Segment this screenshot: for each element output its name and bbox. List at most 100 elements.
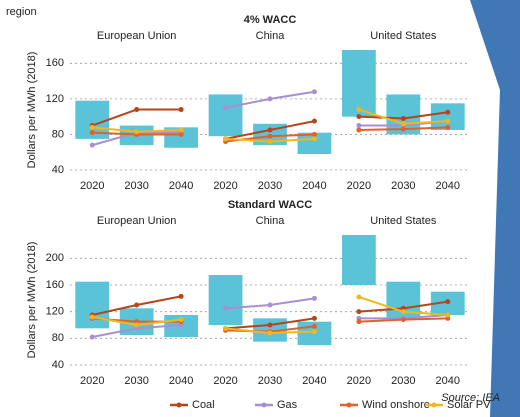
x-tick-label: 2040 (436, 375, 460, 387)
series-point (356, 114, 362, 120)
series-point (89, 314, 95, 320)
series-point (311, 89, 317, 95)
x-tick-label: 2020 (80, 180, 104, 192)
range-box (75, 281, 110, 329)
region-label: United States (370, 215, 437, 227)
series-point (223, 305, 229, 311)
series-point (267, 139, 273, 145)
series-point (311, 131, 317, 137)
x-tick-label: 2040 (302, 375, 326, 387)
x-tick-label: 2030 (391, 180, 415, 192)
range-box (342, 235, 376, 285)
x-tick-label: 2030 (258, 180, 282, 192)
series-point (311, 323, 317, 329)
region-label: China (256, 30, 286, 42)
region-label: European Union (97, 30, 177, 42)
x-tick-label: 2040 (302, 180, 326, 192)
series-point (89, 334, 95, 340)
y-tick-label: 120 (46, 306, 64, 318)
series-point (400, 121, 406, 127)
chart-title: 4% WACC (244, 14, 297, 26)
series-point (267, 127, 273, 133)
x-tick-label: 2020 (347, 180, 371, 192)
series-point (267, 322, 273, 328)
figure-subtitle: region (6, 6, 37, 18)
y-axis-label: Dollars per MWh (2018) (26, 52, 38, 169)
series-point (311, 295, 317, 301)
series-point (445, 118, 451, 124)
legend-marker (346, 402, 352, 408)
y-tick-label: 40 (52, 164, 64, 176)
series-point (400, 317, 406, 323)
series-point (267, 133, 273, 139)
series-point (400, 309, 406, 315)
series-point (134, 129, 140, 135)
x-tick-label: 2030 (391, 375, 415, 387)
y-axis-label: Dollars per MWh (2018) (26, 242, 38, 359)
y-tick-label: 80 (52, 332, 64, 344)
x-tick-label: 2020 (80, 375, 104, 387)
series-point (356, 294, 362, 300)
x-tick-label: 2030 (124, 375, 148, 387)
series-point (311, 118, 317, 124)
series-point (89, 142, 95, 148)
legend-marker (431, 402, 437, 408)
range-box (208, 275, 243, 325)
series-point (134, 302, 140, 308)
range-box (297, 132, 332, 154)
series-point (134, 107, 140, 113)
series-point (356, 309, 362, 315)
x-tick-label: 2030 (124, 180, 148, 192)
series-point (400, 126, 406, 132)
source: Source: IEA (441, 392, 500, 404)
series-point (89, 124, 95, 130)
x-tick-label: 2030 (258, 375, 282, 387)
legend-label: Wind onshore (362, 399, 430, 411)
series-point (267, 330, 273, 336)
legend-marker (176, 402, 182, 408)
series-point (223, 105, 229, 111)
series-point (356, 107, 362, 113)
y-tick-label: 40 (52, 359, 64, 371)
series-point (445, 312, 451, 318)
region-label: United States (370, 30, 437, 42)
range-box (208, 94, 243, 137)
series-point (178, 293, 184, 299)
background-edge (470, 0, 520, 417)
series-point (400, 115, 406, 121)
series-point (445, 109, 451, 115)
x-tick-label: 2040 (169, 180, 193, 192)
series-point (267, 302, 273, 308)
series-point (134, 322, 140, 328)
y-tick-label: 160 (46, 57, 64, 69)
series-point (356, 123, 362, 129)
y-tick-label: 80 (52, 128, 64, 140)
series-point (178, 107, 184, 113)
series-point (178, 127, 184, 133)
x-tick-label: 2040 (169, 375, 193, 387)
series-point (223, 136, 229, 142)
series-point (178, 317, 184, 323)
series-point (178, 131, 184, 137)
series-point (311, 329, 317, 335)
series-point (311, 315, 317, 321)
x-tick-label: 2020 (213, 180, 237, 192)
x-tick-label: 2020 (347, 375, 371, 387)
y-tick-label: 120 (46, 93, 64, 105)
legend-label: Solar PV (447, 399, 491, 411)
x-tick-label: 2020 (213, 375, 237, 387)
series-point (356, 127, 362, 133)
region-label: European Union (97, 215, 177, 227)
series-point (267, 96, 273, 102)
series-point (356, 319, 362, 325)
x-tick-label: 2040 (436, 180, 460, 192)
series-point (445, 124, 451, 130)
series-point (89, 130, 95, 136)
series-point (311, 136, 317, 142)
range-box (342, 50, 376, 117)
legend-marker (261, 402, 267, 408)
legend-label: Gas (277, 399, 298, 411)
series-point (223, 325, 229, 331)
